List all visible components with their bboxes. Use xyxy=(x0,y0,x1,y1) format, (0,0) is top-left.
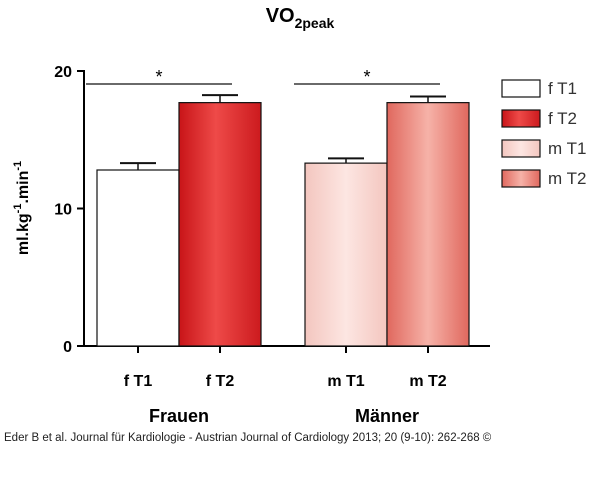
x-tick-label: f T1 xyxy=(124,373,153,390)
source-caption: Eder B et al. Journal für Kardiologie - … xyxy=(4,432,492,444)
legend-label: f T2 xyxy=(548,109,577,128)
legend-label: f T1 xyxy=(548,79,577,98)
bar-m-t2 xyxy=(386,102,470,347)
y-tick-label: 10 xyxy=(54,202,72,219)
legend-label: m T1 xyxy=(548,139,586,158)
y-axis-label: ml.kg-1.min-1 xyxy=(12,161,32,255)
x-tick-label: m T2 xyxy=(409,373,446,390)
y-tick-label: 20 xyxy=(54,64,72,81)
legend-swatch xyxy=(501,79,541,98)
legend-swatch xyxy=(501,139,541,158)
legend: f T1 f T2 m T1 m T2 xyxy=(501,79,586,188)
bar-m-t1 xyxy=(304,162,388,347)
x-tick-label: f T2 xyxy=(206,373,235,390)
plot-area: 0 10 20 f T1 f T2 m T1 m T2 Frauen Männer * * xyxy=(54,64,490,426)
group-label: Männer xyxy=(355,406,419,426)
chart-title: VO2peak xyxy=(266,5,335,31)
legend-swatch xyxy=(501,109,541,128)
y-tick-label: 0 xyxy=(63,339,72,356)
bar-f-t1 xyxy=(96,169,180,347)
significance-marker: * xyxy=(363,67,370,87)
significance-marker: * xyxy=(155,67,162,87)
bar-f-t2 xyxy=(178,102,262,347)
legend-label: m T2 xyxy=(548,169,586,188)
legend-swatch xyxy=(501,169,541,188)
group-label: Frauen xyxy=(149,406,209,426)
x-tick-label: m T1 xyxy=(327,373,364,390)
chart: VO2peak ml.kg-1.min-1 0 10 20 f T1 f T2 m T1 m… xyxy=(12,5,586,426)
